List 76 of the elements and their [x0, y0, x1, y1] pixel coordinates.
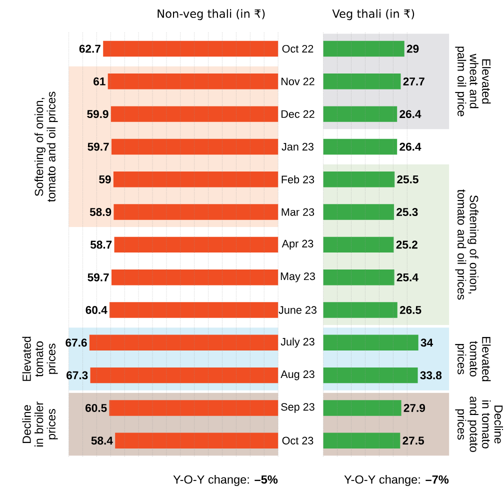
bar: [111, 138, 278, 154]
data-label: 61: [94, 77, 106, 86]
data-label: 25.4: [396, 273, 418, 282]
bar: [111, 269, 278, 286]
y-tick-label: Feb 23: [282, 175, 314, 184]
data-label: 58.7: [90, 240, 112, 249]
bar: [114, 236, 278, 252]
y-tick-label: Sep 23: [281, 402, 314, 413]
bar: [109, 400, 278, 416]
data-label: 59.9: [87, 110, 108, 118]
bar: [323, 138, 398, 154]
bar: [89, 334, 278, 350]
bar: [113, 171, 278, 188]
data-label: 25.3: [396, 208, 418, 216]
y-tick-label: Jan 23: [282, 142, 314, 150]
chart-title: Non-veg thali (in ₹): [158, 9, 265, 20]
data-label: 27.9: [404, 404, 426, 412]
data-label: 58.9: [90, 208, 112, 216]
band-label: Softening of onion, tomato and oil prices: [455, 189, 478, 300]
y-tick-label: Dec 22: [282, 110, 314, 118]
y-tick-label: Oct 22: [282, 44, 314, 52]
data-label: 62.7: [79, 44, 100, 53]
data-label: 26.4: [400, 142, 422, 151]
data-label: 29: [406, 44, 419, 53]
data-label: 58.4: [91, 436, 113, 444]
band-label: Softening of onion, tomato and oil prices: [34, 92, 58, 202]
bar: [323, 432, 400, 448]
band-label: Elevated tomato prices: [455, 336, 491, 381]
y-tick-label: July 23: [280, 337, 314, 348]
bar: [323, 302, 398, 318]
bar: [108, 73, 278, 90]
data-label: 25.2: [396, 240, 418, 249]
y-tick-label: June 23: [278, 306, 316, 314]
bar: [323, 40, 404, 56]
bar: [110, 106, 278, 122]
bar: [323, 236, 394, 252]
band-label: Decline in broiler prices: [22, 401, 58, 446]
y-tick-label: Mar 23: [282, 208, 314, 216]
data-label: 26.4: [400, 110, 422, 118]
data-label: 59: [99, 175, 111, 184]
chart-title: Veg thali (in ₹): [332, 9, 414, 20]
band-label: Elevated wheat and palm oil price: [455, 46, 491, 116]
bar: [323, 204, 394, 220]
bar: [323, 367, 418, 383]
bar: [115, 432, 278, 448]
text: Y-O-Y change: –7%: [344, 474, 449, 486]
band-label: Elevated tomato prices: [22, 336, 58, 381]
bar: [323, 269, 394, 286]
data-label: 67.6: [66, 338, 87, 346]
data-label: 27.5: [402, 436, 424, 444]
data-label: 60.4: [86, 306, 108, 314]
y-tick-label: Apr 23: [282, 240, 314, 250]
bar: [323, 400, 402, 416]
data-label: 34: [420, 338, 434, 346]
data-label: 25.5: [397, 175, 418, 184]
bar: [323, 106, 398, 122]
data-label: 59.7: [88, 273, 109, 282]
text: Y-O-Y change: –5%: [173, 474, 278, 486]
bar: [103, 40, 278, 56]
bar: [90, 367, 278, 383]
data-label: 26.5: [400, 306, 422, 314]
y-tick-label: Oct 23: [282, 436, 314, 444]
bar: [323, 171, 395, 188]
bar: [110, 302, 278, 318]
data-label: 59.7: [88, 142, 109, 151]
y-tick-label: Nov 22: [282, 77, 314, 86]
data-label: 60.5: [86, 404, 107, 412]
data-label: 27.7: [403, 77, 424, 86]
bar: [323, 73, 401, 90]
y-tick-label: Aug 23: [280, 370, 314, 380]
data-label: 67.3: [66, 371, 88, 380]
band-label: Decline in tomato and potato prices: [455, 396, 504, 452]
y-tick-label: May 23: [280, 272, 315, 282]
bar: [114, 204, 278, 220]
data-label: 33.8: [420, 371, 442, 380]
bar: [323, 334, 418, 350]
